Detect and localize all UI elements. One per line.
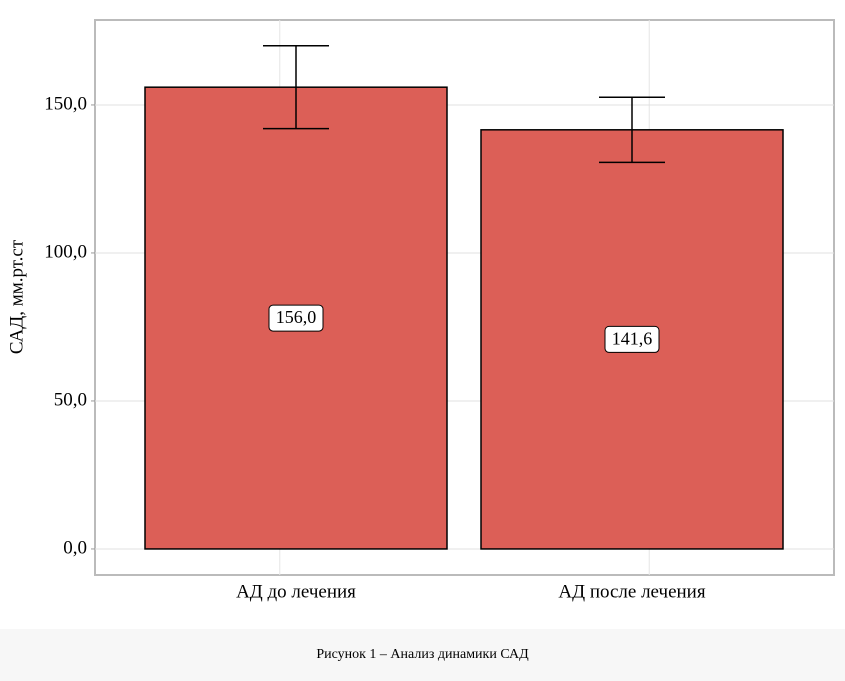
- caption: Рисунок 1 – Анализ динамики САД: [0, 629, 845, 681]
- value-label-box: [604, 325, 660, 353]
- value-label: 156,0: [276, 307, 317, 327]
- x-tick-label: АД после лечения: [558, 581, 705, 602]
- chart: САД, мм.рт.ст 0,0 50,0 100,0 150,0 156,0 АД д…: [6, 19, 835, 602]
- y-tick-label: 150,0: [44, 93, 87, 114]
- y-tick-label: 100,0: [44, 241, 87, 262]
- y-tick-label: 50,0: [54, 389, 87, 410]
- x-tick-label: АД до лечения: [236, 581, 356, 602]
- y-tick-label: 0,0: [63, 537, 87, 558]
- y-axis-label: САД, мм.рт.ст: [6, 239, 27, 354]
- value-label-box: [268, 304, 324, 332]
- value-label: 141,6: [612, 329, 653, 349]
